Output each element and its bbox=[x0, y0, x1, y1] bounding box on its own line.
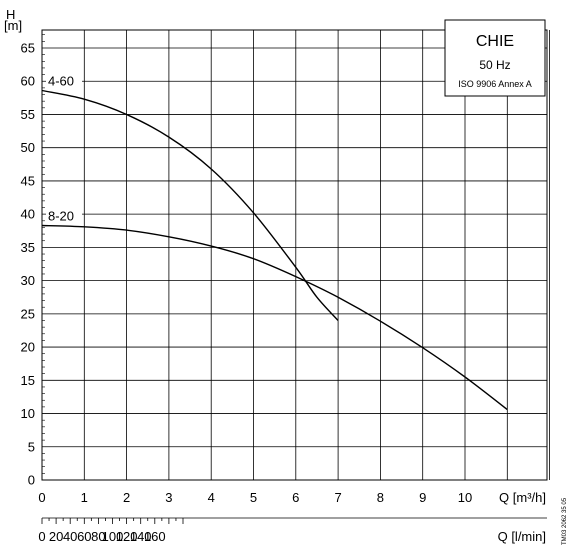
y-tick-label: 10 bbox=[21, 406, 35, 421]
y-tick-label: 15 bbox=[21, 373, 35, 388]
document-id: TM03 2062 35 05 bbox=[562, 497, 568, 545]
x-tick-label: 7 bbox=[334, 490, 341, 505]
y-tick-label: 65 bbox=[21, 41, 35, 56]
x-tick-label: 8 bbox=[377, 490, 384, 505]
y-tick-label: 25 bbox=[21, 306, 35, 321]
y-axis-unit: [m] bbox=[4, 18, 22, 33]
x-axis-title-lmin: Q [l/min] bbox=[498, 529, 546, 544]
curve-label: 4-60 bbox=[48, 74, 74, 89]
curves: 4-60 8-20 bbox=[41, 74, 508, 411]
x-axis-ticks: 0 1 2 3 4 5 6 7 8 9 10 bbox=[38, 490, 472, 505]
curve-4-60 bbox=[41, 89, 339, 321]
y-tick-label: 40 bbox=[21, 207, 35, 222]
x-axis-title-m3h: Q [m³/h] bbox=[499, 490, 546, 505]
legend-box: CHIE 50 Hz ISO 9906 Annex A bbox=[444, 19, 546, 97]
y-tick-label: 45 bbox=[21, 173, 35, 188]
secondary-tick-label: 60 bbox=[77, 529, 91, 544]
y-tick-label: 60 bbox=[21, 74, 35, 89]
x-tick-label: 2 bbox=[123, 490, 130, 505]
y-tick-label: 20 bbox=[21, 340, 35, 355]
curve-label-bg bbox=[46, 209, 82, 223]
y-tick-label: 30 bbox=[21, 273, 35, 288]
secondary-tick-label: 80 bbox=[91, 529, 105, 544]
y-axis-title: H bbox=[6, 7, 15, 22]
legend-frame bbox=[444, 19, 546, 97]
secondary-tick-label: 40 bbox=[63, 529, 77, 544]
y-tick-label: 5 bbox=[28, 439, 35, 454]
y-tick-label: 0 bbox=[28, 473, 35, 488]
x-tick-label: 5 bbox=[250, 490, 257, 505]
y-tick-label: 35 bbox=[21, 240, 35, 255]
x-tick-label: 9 bbox=[419, 490, 426, 505]
y-axis-ticks: 0 5 10 15 20 25 30 35 40 45 50 55 60 65 bbox=[21, 41, 35, 488]
legend-title: CHIE bbox=[476, 33, 514, 50]
secondary-tick-label: 20 bbox=[49, 529, 63, 544]
legend-frequency: 50 Hz bbox=[479, 58, 510, 72]
curve-8-20 bbox=[41, 224, 508, 411]
x-tick-label: 4 bbox=[208, 490, 215, 505]
secondary-tick-label: 100 bbox=[102, 529, 124, 544]
y-tick-label: 55 bbox=[21, 107, 35, 122]
secondary-tick-label: 120 bbox=[116, 529, 138, 544]
x-tick-label: 1 bbox=[81, 490, 88, 505]
plot-frame bbox=[41, 29, 548, 481]
secondary-tick-label: 0 bbox=[38, 529, 45, 544]
legend-standard: ISO 9906 Annex A bbox=[458, 79, 532, 89]
secondary-tick-label: 160 bbox=[144, 529, 166, 544]
x-tick-label: 6 bbox=[292, 490, 299, 505]
y-tick-label: 50 bbox=[21, 140, 35, 155]
curve-label: 8-20 bbox=[48, 208, 74, 223]
x-tick-label: 3 bbox=[165, 490, 172, 505]
curve-label-bg bbox=[46, 74, 82, 88]
grid bbox=[41, 29, 550, 481]
x-tick-label: 10 bbox=[458, 490, 472, 505]
secondary-tick-label: 140 bbox=[130, 529, 152, 544]
x-tick-label: 0 bbox=[38, 490, 45, 505]
